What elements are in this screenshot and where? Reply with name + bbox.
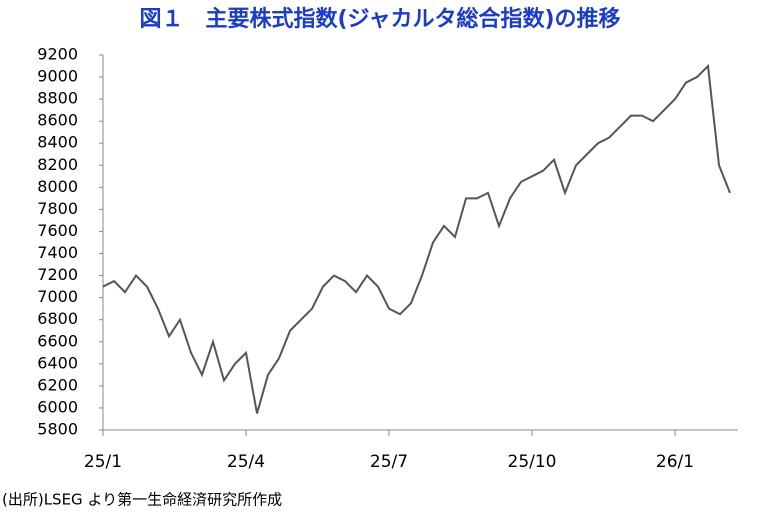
x-tick-label: 25/1 <box>84 452 122 472</box>
y-tick-label: 9000 <box>37 67 78 86</box>
y-tick-label: 8200 <box>37 155 78 174</box>
y-tick-label: 7200 <box>37 265 78 284</box>
x-tick-label: 26/1 <box>656 452 694 472</box>
chart-title: 図１ 主要株式指数(ジャカルタ総合指数)の推移 <box>139 6 620 32</box>
y-tick-label: 8400 <box>37 133 78 152</box>
source-note: (出所)LSEG より第一生命経済研究所作成 <box>2 491 282 509</box>
y-tick-label: 8800 <box>37 89 78 108</box>
y-tick-label: 5800 <box>37 420 78 439</box>
x-tick-label: 25/4 <box>227 452 265 472</box>
y-tick-label: 6800 <box>37 309 78 328</box>
y-tick-label: 8600 <box>37 111 78 130</box>
y-tick-label: 7000 <box>37 287 78 306</box>
y-tick-label: 7800 <box>37 199 78 218</box>
price-line <box>102 63 731 414</box>
y-tick-label: 6000 <box>37 397 78 416</box>
x-tick-label: 25/10 <box>508 452 557 472</box>
y-tick-label: 9200 <box>37 45 78 64</box>
x-tick-label: 25/7 <box>370 452 408 472</box>
y-tick-label: 6600 <box>37 331 78 350</box>
y-tick-label: 7600 <box>37 221 78 240</box>
y-tick-label: 6400 <box>37 353 78 372</box>
y-tick-label: 8000 <box>37 177 78 196</box>
y-tick-label: 7400 <box>37 243 78 262</box>
y-tick-label: 6200 <box>37 375 78 394</box>
